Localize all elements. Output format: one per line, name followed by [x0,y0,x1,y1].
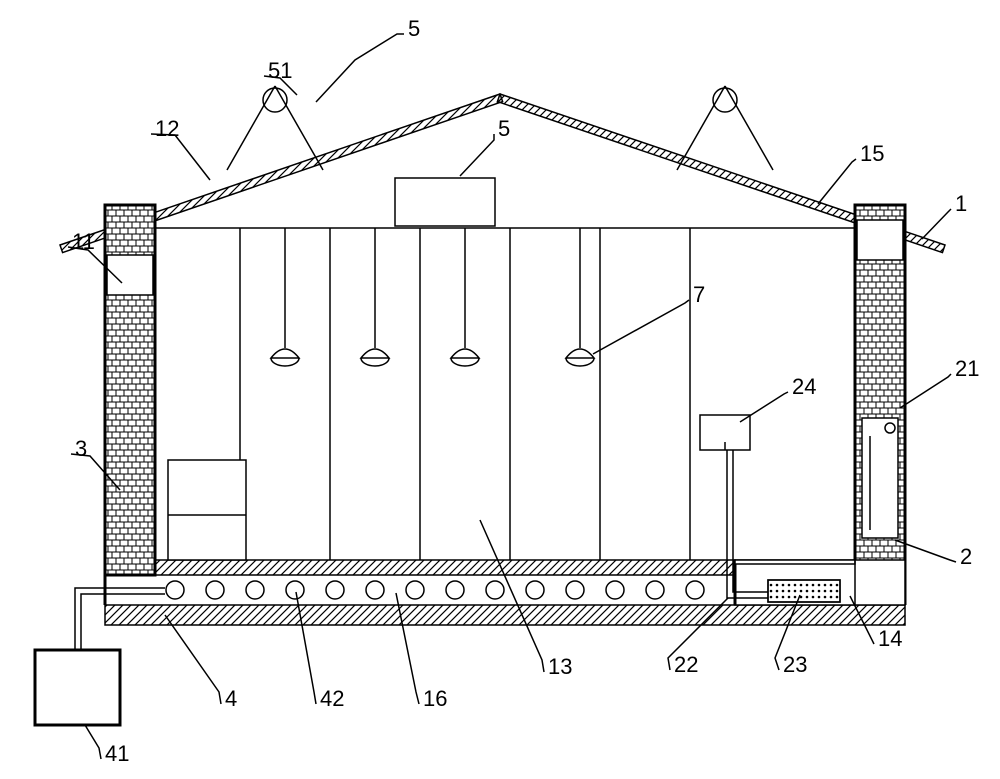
floor-pipe-2 [246,581,264,599]
callout-label-51: 51 [268,58,292,83]
callout-2: 2 [895,540,972,569]
floor-pipe-7 [446,581,464,599]
pendant-light-1 [361,349,389,366]
wall-window-1 [857,220,903,260]
floor-pipe-12 [646,581,664,599]
callout-label-23: 23 [783,652,807,677]
callout-label-5b: 5 [498,116,510,141]
pump-23 [768,580,840,602]
callout-label-11: 11 [72,229,95,254]
floor-slab-lower [105,605,905,625]
floor-pipe-9 [526,581,544,599]
external-tank-41 [35,650,120,725]
floor-pipe-4 [326,581,344,599]
callout-41: 41 [85,725,129,766]
wall-device-21 [862,418,898,538]
floor-pipe-1 [206,581,224,599]
device-3 [168,460,246,560]
floor-pipe-10 [566,581,584,599]
callout-label-41: 41 [105,741,129,766]
callout-label-12: 12 [155,116,179,141]
callout-21: 21 [900,356,979,408]
callout-label-22: 22 [674,652,698,677]
pendant-light-2 [451,349,479,366]
callout-label-5: 5 [408,16,420,41]
callout-1: 1 [922,191,967,239]
callout-7: 7 [593,282,705,354]
callout-label-2: 2 [960,544,972,569]
ceiling-unit-5 [395,178,495,226]
floor-pipe-13 [686,581,704,599]
callout-24: 24 [740,374,816,422]
floor-pipe-0 [166,581,184,599]
callout-label-4: 4 [225,686,237,711]
callout-label-13: 13 [548,654,572,679]
pendant-light-3 [566,349,594,366]
callout-5b: 5 [460,116,510,176]
floor-pipe-5 [366,581,384,599]
callout-label-3: 3 [75,436,87,461]
callout-label-16: 16 [423,686,447,711]
callout-12: 12 [151,116,210,180]
pendant-light-0 [271,349,299,366]
figure: 5 51 12 5 11 15 1 7 24 21 3 2 14 23 22 13 16 42 4 41 [0,0,1000,779]
callout-15: 15 [818,141,884,204]
callout-label-24: 24 [792,374,816,399]
floor-pipe-6 [406,581,424,599]
callout-label-1: 1 [955,191,967,216]
callout-label-14: 14 [878,626,902,651]
callout-label-7: 7 [693,282,705,307]
callout-label-21: 21 [955,356,979,381]
callout-5: 5 [316,16,420,102]
callout-4: 4 [165,615,237,711]
floor-pipe-8 [486,581,504,599]
floor-slab-upper [155,560,735,575]
floor-pipe-3 [286,581,304,599]
floor-pipe-11 [606,581,624,599]
callout-label-15: 15 [860,141,884,166]
callout-label-42: 42 [320,686,344,711]
